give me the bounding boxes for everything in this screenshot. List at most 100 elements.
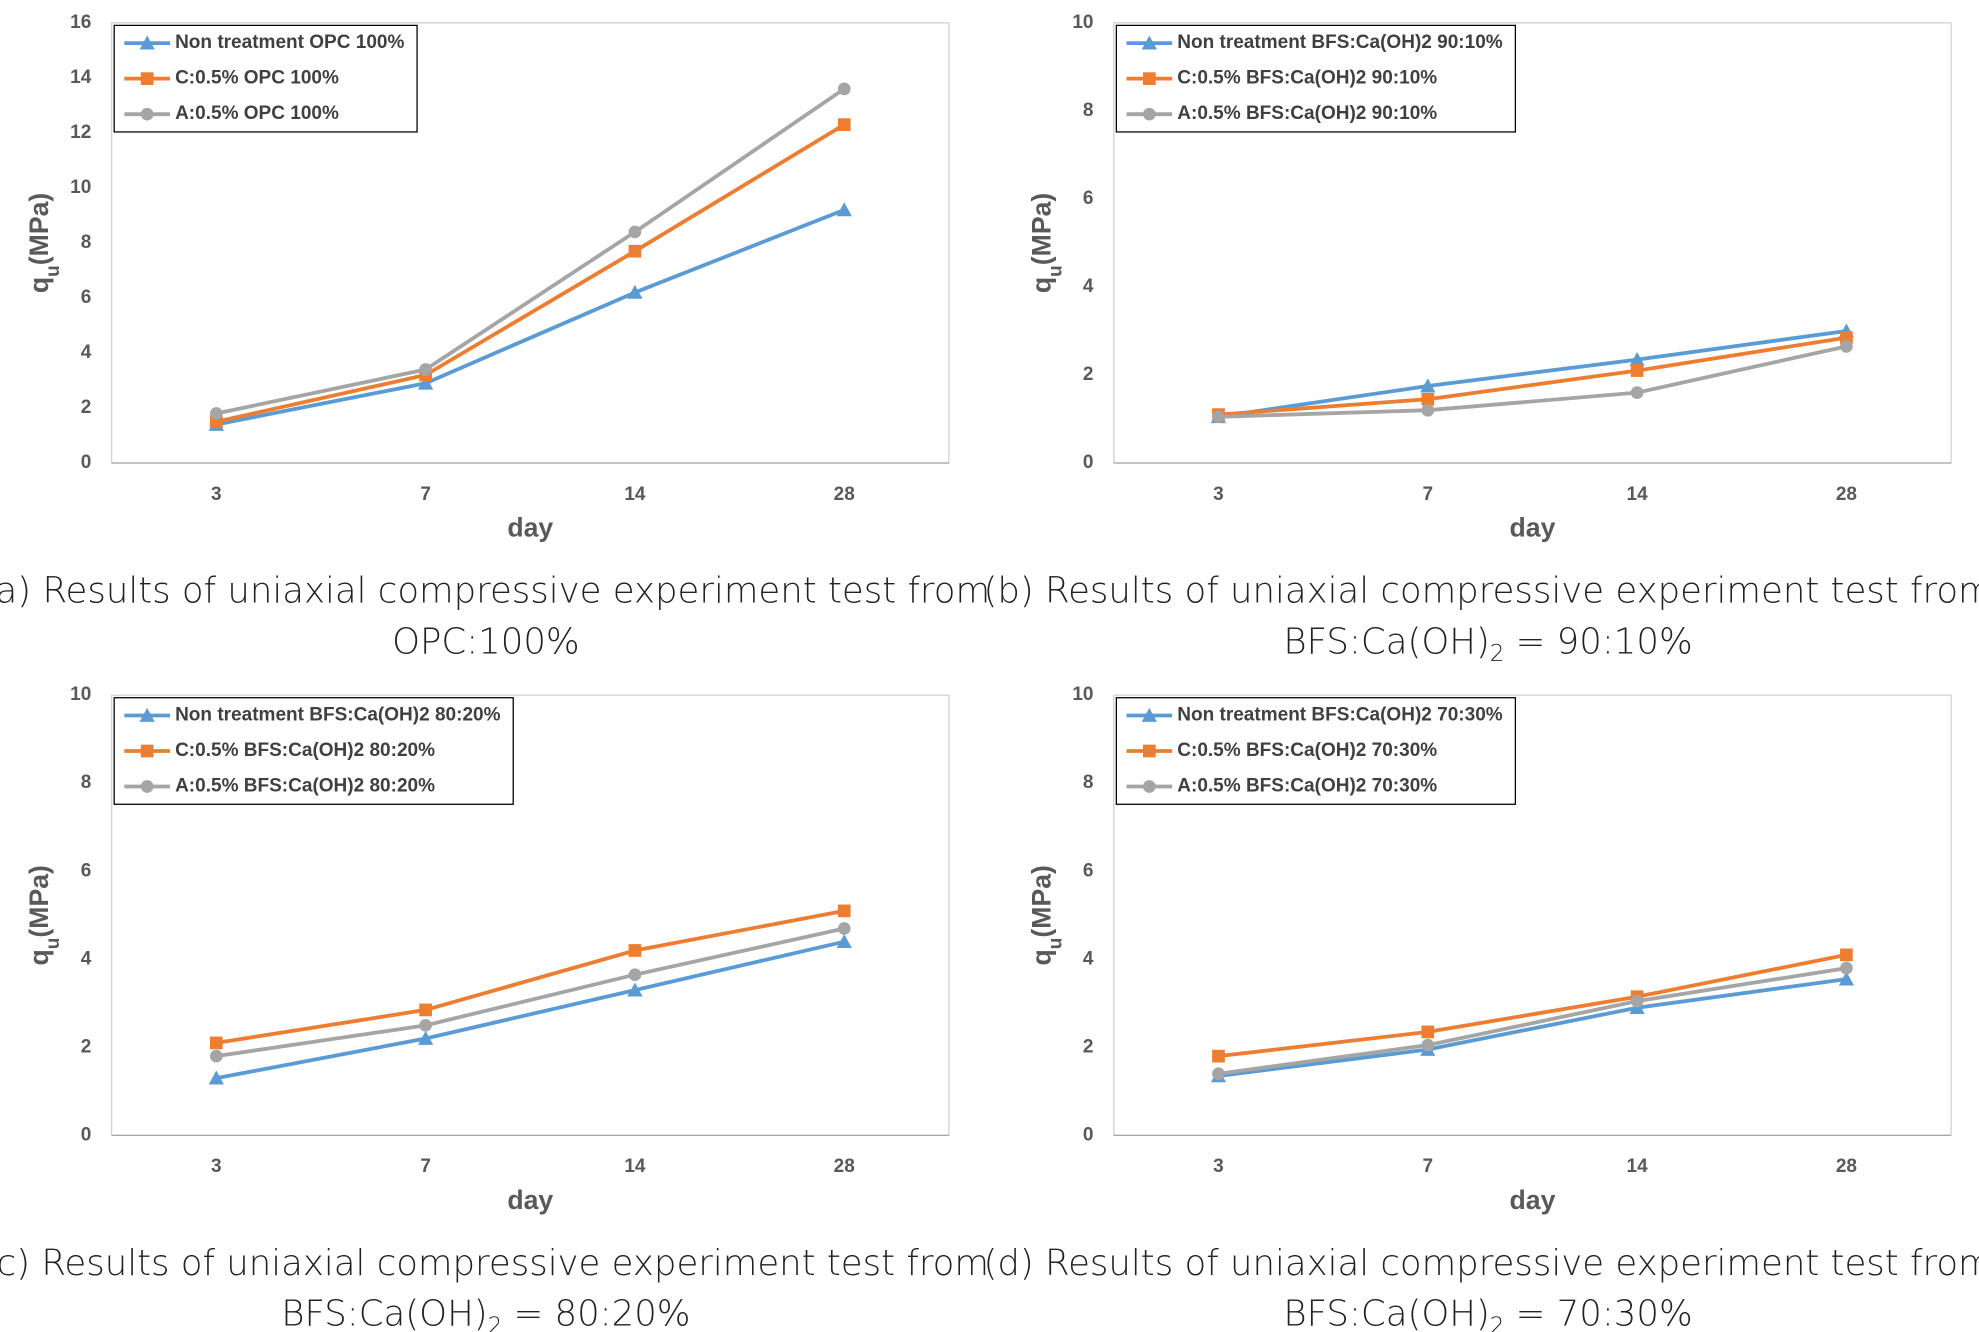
y-tick-label: 16 xyxy=(70,12,91,33)
marker xyxy=(836,934,852,949)
y-tick-label: 4 xyxy=(1083,276,1094,297)
caption-part: BFS:Ca(OH) xyxy=(1283,621,1489,662)
marker xyxy=(627,982,643,997)
x-tick-label: 3 xyxy=(211,484,222,505)
panel: 0 2 4 6 8 10 3 7 14 28 day qu(MPa) Non treatment BFS… xyxy=(983,684,1979,1332)
y-tick-label: 0 xyxy=(1083,452,1094,473)
x-tick-label: 14 xyxy=(1627,1156,1649,1177)
marker xyxy=(1142,72,1156,85)
marker xyxy=(628,944,642,957)
series-line xyxy=(216,909,845,1045)
marker xyxy=(1141,35,1157,50)
y-tick-label: 8 xyxy=(1083,772,1094,793)
caption-line: BFS:Ca(OH)2 = 90:10% xyxy=(1283,621,1692,667)
y-axis-label-part: u xyxy=(1045,265,1066,277)
y-tick-label: 2 xyxy=(81,1036,92,1057)
legend-label: Non treatment BFS:Ca(OH)2 80:20% xyxy=(175,705,501,726)
x-tick-label: 28 xyxy=(834,1156,855,1177)
y-tick-label: 4 xyxy=(81,948,92,969)
x-axis-label: day xyxy=(1510,1185,1556,1215)
caption-line: (b) Results of uniaxial compressive expe… xyxy=(983,571,1979,612)
legend-label: Non treatment OPC 100% xyxy=(175,32,404,53)
x-tick-label: 3 xyxy=(1213,1156,1224,1177)
legend-label: C:0.5% BFS:Ca(OH)2 80:20% xyxy=(175,740,435,761)
marker xyxy=(139,35,155,50)
marker xyxy=(1630,386,1644,399)
legend-box xyxy=(1115,24,1517,133)
caption-line: (c) Results of uniaxial compressive expe… xyxy=(0,1243,989,1284)
marker xyxy=(419,1018,432,1032)
marker xyxy=(1421,1038,1435,1052)
series-line xyxy=(1218,344,1847,419)
legend-label: C:0.5% OPC 100% xyxy=(175,68,339,89)
x-tick-label: 28 xyxy=(834,484,855,505)
marker xyxy=(1840,961,1853,975)
marker xyxy=(1142,744,1156,758)
y-tick-label: 0 xyxy=(81,1124,92,1145)
caption-part: OPC:100% xyxy=(392,621,580,662)
marker xyxy=(139,707,155,722)
marker xyxy=(837,118,851,131)
caption-part: = 90:10% xyxy=(1504,621,1692,662)
marker xyxy=(1421,403,1435,417)
marker xyxy=(1840,340,1853,353)
y-axis-label-part: (MPa) xyxy=(1026,193,1056,265)
marker xyxy=(628,968,642,982)
series-line xyxy=(216,926,845,1059)
y-tick-label: 4 xyxy=(81,342,92,363)
x-tick-label: 7 xyxy=(1423,484,1434,505)
legend-box xyxy=(1115,697,1517,805)
panel: 0 2 4 6 8 10 3 7 14 28 day qu(MPa) Non treatment BFS… xyxy=(0,684,989,1332)
x-tick-label: 7 xyxy=(1423,1156,1434,1177)
y-tick-label: 2 xyxy=(81,397,92,418)
marker xyxy=(627,284,643,299)
marker xyxy=(418,375,434,390)
y-tick-label: 4 xyxy=(1083,948,1094,969)
y-tick-label: 0 xyxy=(1083,1124,1094,1145)
y-axis-label: qu(MPa) xyxy=(24,193,63,293)
y-tick-label: 2 xyxy=(1083,1036,1094,1057)
y-axis-label-part: (MPa) xyxy=(1026,865,1056,937)
panel: 0 2 4 6 8 10 3 7 14 28 day qu(MPa) Non treatment BFS… xyxy=(983,12,1979,667)
legend-label: A:0.5% BFS:Ca(OH)2 90:10% xyxy=(1177,103,1437,124)
caption-part: = 70:30% xyxy=(1504,1294,1692,1332)
x-tick-label: 14 xyxy=(624,1156,646,1177)
series-line xyxy=(1218,966,1847,1076)
marker xyxy=(836,202,852,217)
marker xyxy=(1142,107,1156,121)
marker xyxy=(140,72,154,85)
y-tick-label: 12 xyxy=(70,122,91,143)
series-line xyxy=(215,208,845,427)
marker xyxy=(140,744,154,758)
y-axis-label-part: q xyxy=(1026,277,1056,293)
y-axis-label-part: u xyxy=(43,938,64,950)
legend: Non treatment BFS:Ca(OH)2 90:10% C:0.5% B… xyxy=(1115,24,1517,133)
y-axis-label-part: (MPa) xyxy=(24,193,54,265)
y-tick-label: 8 xyxy=(81,232,92,253)
marker xyxy=(1840,331,1853,344)
y-tick-label: 8 xyxy=(81,772,92,793)
y-axis-label-part: u xyxy=(43,265,64,277)
caption-part: = 80:20% xyxy=(502,1294,690,1332)
legend-label: A:0.5% BFS:Ca(OH)2 80:20% xyxy=(175,776,435,797)
marker xyxy=(1630,364,1644,377)
x-axis-label: day xyxy=(1510,513,1556,543)
legend-label: C:0.5% BFS:Ca(OH)2 70:30% xyxy=(1177,740,1437,761)
marker xyxy=(1212,410,1225,424)
y-tick-label: 6 xyxy=(1083,860,1094,881)
legend-box xyxy=(113,697,514,805)
legend-label: Non treatment BFS:Ca(OH)2 70:30% xyxy=(1177,705,1503,726)
legend-label: A:0.5% OPC 100% xyxy=(175,103,339,124)
caption-part: BFS:Ca(OH) xyxy=(281,1294,487,1332)
y-tick-label: 8 xyxy=(1083,100,1094,121)
marker xyxy=(1212,1067,1225,1081)
series-line xyxy=(1218,329,1847,419)
legend-label: C:0.5% BFS:Ca(OH)2 90:10% xyxy=(1177,68,1437,89)
caption-line: (d) Results of uniaxial compressive expe… xyxy=(983,1243,1979,1284)
y-tick-label: 6 xyxy=(1083,188,1094,209)
x-tick-label: 28 xyxy=(1836,484,1857,505)
marker xyxy=(1420,378,1436,393)
x-tick-label: 7 xyxy=(420,1156,431,1177)
y-tick-label: 14 xyxy=(70,67,92,88)
y-tick-label: 6 xyxy=(81,287,92,308)
